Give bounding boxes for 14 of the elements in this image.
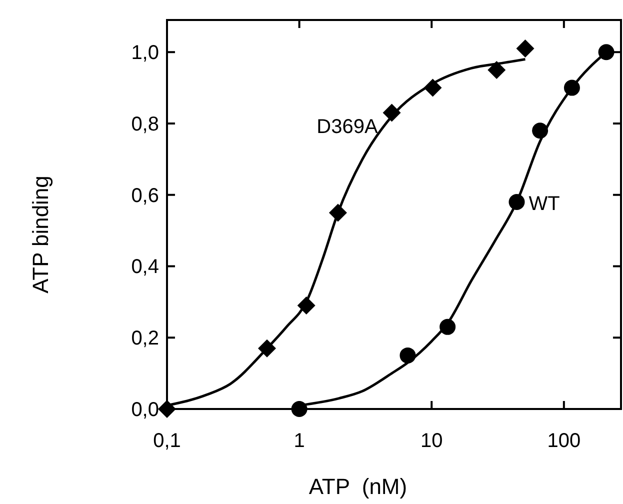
series-label: WT bbox=[528, 193, 560, 216]
y-tick-label: 0,4 bbox=[131, 256, 159, 278]
x-tick-label: 0,1 bbox=[153, 430, 181, 452]
x-tick-label: 100 bbox=[547, 430, 581, 452]
series-label: D369A bbox=[316, 116, 378, 138]
y-tick-label: 0,8 bbox=[131, 113, 159, 136]
y-tick-label: 0,0 bbox=[131, 399, 159, 421]
y-tick-label: 0,6 bbox=[131, 184, 159, 207]
x-tick-label: 10 bbox=[420, 430, 443, 452]
y-tick-label: 0,2 bbox=[131, 328, 159, 350]
x-tick-label: 1 bbox=[294, 430, 305, 452]
y-tick-label: 1,0 bbox=[131, 42, 159, 64]
y-axis-title: ATP binding bbox=[28, 176, 53, 294]
x-axis-title: ATP (nM) bbox=[308, 474, 408, 499]
